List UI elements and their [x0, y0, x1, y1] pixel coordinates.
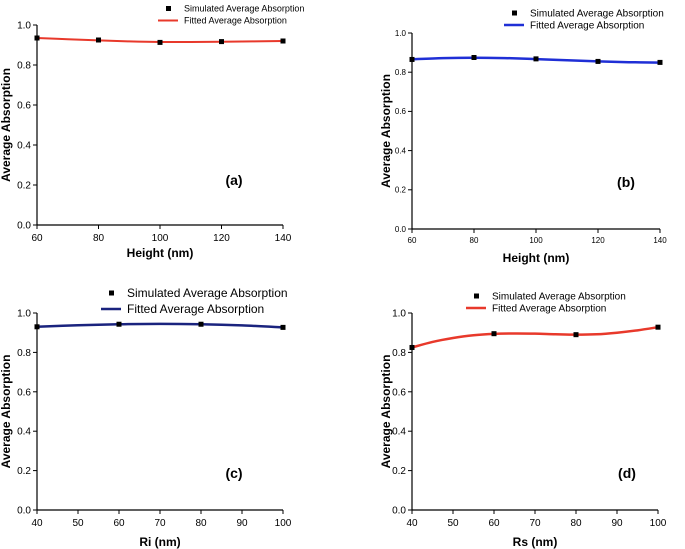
x-axis-title: Ri (nm) — [139, 535, 180, 549]
panel-label: (b) — [617, 174, 635, 190]
y-tick-label: 0.0 — [17, 221, 31, 232]
x-tick-label: 60 — [408, 236, 417, 245]
y-tick-label: 0.8 — [17, 61, 31, 72]
legend-label: Fitted Average Absorption — [127, 302, 264, 316]
chart-panel-3: 40 50 60 70 80 90 100 0.0 0.2 0.4 0.6 0.8 1.0 Rs (nm)… — [379, 292, 667, 549]
data-point-marker — [655, 324, 661, 330]
x-tick-label: 140 — [275, 233, 292, 244]
x-tick-label: 100 — [529, 236, 543, 245]
x-tick-label: 40 — [31, 518, 43, 529]
legend-label: Simulated Average Absorption — [127, 286, 288, 300]
data-point-marker — [409, 344, 415, 350]
y-axis-title: Average Absorption — [379, 355, 393, 469]
data-point-marker — [157, 39, 163, 45]
y-tick-label: 0.6 — [395, 107, 407, 116]
x-tick-label: 60 — [488, 518, 500, 529]
data-point-marker — [491, 331, 497, 337]
x-tick-label: 100 — [650, 518, 667, 529]
x-tick-label: 120 — [213, 233, 230, 244]
y-tick-label: 0.0 — [17, 506, 31, 517]
data-point-marker — [219, 39, 224, 45]
y-axis-title: Average Absorption — [0, 68, 13, 182]
data-point-marker — [116, 321, 122, 327]
x-axis-title: Height (nm) — [503, 251, 570, 265]
y-tick-label: 0.6 — [17, 101, 31, 112]
data-point-marker — [471, 55, 477, 60]
data-point-marker — [34, 324, 40, 330]
x-tick-label: 100 — [152, 233, 169, 244]
x-tick-label: 90 — [611, 518, 623, 529]
y-tick-label: 0.4 — [395, 146, 407, 155]
x-tick-label: 50 — [447, 518, 459, 529]
y-tick-label: 0.0 — [395, 225, 407, 234]
x-tick-label: 100 — [275, 518, 292, 529]
y-tick-label: 0.4 — [392, 427, 406, 438]
data-point-marker — [96, 37, 101, 43]
y-tick-label: 0.4 — [17, 141, 31, 152]
chart-panel-0: 60 80 100 120 140 0.0 0.2 0.4 0.6 0.8 1.0 Height (n… — [0, 4, 304, 260]
y-tick-label: 0.6 — [17, 387, 31, 398]
legend-label: Fitted Average Absorption — [184, 16, 287, 26]
y-tick-label: 0.2 — [395, 186, 407, 195]
legend-marker — [512, 10, 517, 16]
y-tick-label: 1.0 — [395, 29, 407, 38]
x-tick-label: 140 — [653, 236, 667, 245]
y-tick-label: 0.8 — [17, 348, 31, 359]
x-tick-label: 120 — [591, 236, 605, 245]
y-axis-title: Average Absorption — [0, 355, 13, 469]
legend-marker — [109, 290, 114, 296]
fitted-curve — [411, 325, 659, 349]
y-tick-label: 1.0 — [392, 309, 406, 320]
x-tick-label: 80 — [195, 518, 207, 529]
x-tick-label: 40 — [406, 518, 418, 529]
panel-label: (d) — [618, 465, 636, 481]
chart-panel-1: 60 80 100 120 140 0.0 0.2 0.4 0.6 0.8 1.0 Height (n… — [379, 9, 667, 266]
y-tick-label: 0.2 — [392, 466, 406, 477]
panel-label: (c) — [225, 465, 242, 481]
x-tick-label: 80 — [570, 518, 582, 529]
legend-label: Simulated Average Absorption — [184, 4, 304, 14]
x-tick-label: 90 — [236, 518, 248, 529]
y-tick-label: 0.4 — [17, 427, 31, 438]
legend-marker — [166, 6, 171, 11]
data-point-marker — [280, 324, 286, 330]
x-tick-label: 80 — [93, 233, 105, 244]
x-axis-title: Height (nm) — [127, 246, 194, 260]
data-point-marker — [409, 56, 415, 62]
legend-marker — [474, 293, 479, 299]
legend-label: Fitted Average Absorption — [492, 304, 606, 315]
data-point-marker — [198, 321, 204, 327]
y-tick-label: 0.8 — [395, 68, 407, 77]
y-tick-label: 1.0 — [17, 309, 31, 320]
data-point-marker — [280, 38, 286, 44]
y-tick-label: 0.8 — [392, 348, 406, 359]
y-tick-label: 0.2 — [17, 181, 31, 192]
data-point-marker — [34, 35, 40, 41]
data-point-marker — [573, 332, 579, 338]
panel-label: (a) — [225, 172, 242, 188]
y-tick-label: 0.6 — [392, 387, 406, 398]
y-tick-label: 0.0 — [392, 506, 406, 517]
y-axis-title: Average Absorption — [379, 74, 393, 188]
legend-label: Fitted Average Absorption — [530, 21, 644, 32]
data-point-marker — [595, 58, 601, 64]
chart-panel-2: 40 50 60 70 80 90 100 0.0 0.2 0.4 0.6 0.8 1.0 Ri (nm)… — [0, 286, 292, 549]
y-tick-label: 1.0 — [17, 21, 31, 32]
x-tick-label: 70 — [529, 518, 541, 529]
data-point-marker — [657, 59, 663, 65]
x-axis-title: Rs (nm) — [513, 535, 558, 549]
legend-label: Simulated Average Absorption — [530, 9, 664, 20]
fitted-curve — [36, 322, 284, 329]
x-tick-label: 60 — [113, 518, 125, 529]
x-tick-label: 50 — [72, 518, 84, 529]
x-tick-label: 80 — [470, 236, 479, 245]
x-tick-label: 60 — [31, 233, 43, 244]
data-point-marker — [533, 56, 539, 62]
x-tick-label: 70 — [154, 518, 166, 529]
legend-label: Simulated Average Absorption — [492, 292, 626, 303]
y-tick-label: 0.2 — [17, 466, 31, 477]
